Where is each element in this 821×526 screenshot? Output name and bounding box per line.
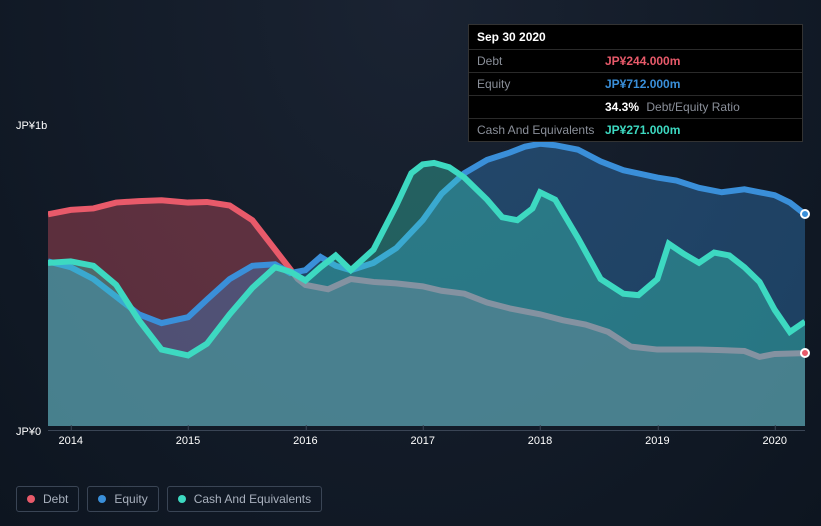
chart-tooltip: Sep 30 2020 DebtJP¥244.000mEquityJP¥712.… (468, 24, 803, 142)
x-tick: 2017 (410, 431, 434, 447)
x-tick: 2019 (645, 431, 669, 447)
tooltip-row-value: JP¥712.000m (605, 77, 680, 91)
plot-region[interactable] (48, 132, 805, 426)
tooltip-row-value: JP¥244.000m (605, 54, 680, 68)
chart-area: JP¥1b JP¥0 2014 2015 2016 2017 2018 2019 2020 (16, 120, 805, 476)
x-tick: 2015 (176, 431, 200, 447)
tooltip-row-label: Cash And Equivalents (477, 123, 605, 137)
legend-label: Debt (43, 492, 68, 506)
x-tick: 2014 (58, 431, 82, 447)
tooltip-row-extra: Debt/Equity Ratio (643, 100, 740, 114)
legend-item-cash-and-equivalents[interactable]: Cash And Equivalents (167, 486, 322, 512)
tooltip-row-label: Debt (477, 54, 605, 68)
end-marker-equity (800, 209, 810, 219)
y-axis-bottom-label: JP¥0 (16, 426, 41, 438)
y-axis-top-label: JP¥1b (16, 120, 47, 132)
legend-label: Cash And Equivalents (194, 492, 311, 506)
x-tick: 2020 (762, 431, 786, 447)
tooltip-row: EquityJP¥712.000m (469, 73, 802, 96)
tooltip-row: DebtJP¥244.000m (469, 50, 802, 73)
tooltip-date: Sep 30 2020 (469, 25, 802, 50)
legend-item-debt[interactable]: Debt (16, 486, 79, 512)
x-axis: 2014 2015 2016 2017 2018 2019 2020 (48, 430, 805, 450)
legend-item-equity[interactable]: Equity (87, 486, 158, 512)
tooltip-row-label: Equity (477, 77, 605, 91)
tooltip-row: Cash And EquivalentsJP¥271.000m (469, 119, 802, 141)
legend: Debt Equity Cash And Equivalents (16, 486, 322, 512)
x-tick: 2016 (293, 431, 317, 447)
tooltip-row-label (477, 100, 605, 114)
legend-dot-icon (27, 495, 35, 503)
tooltip-row: 34.3% Debt/Equity Ratio (469, 96, 802, 119)
tooltip-row-value: JP¥271.000m (605, 123, 680, 137)
legend-dot-icon (98, 495, 106, 503)
tooltip-row-value: 34.3% Debt/Equity Ratio (605, 100, 740, 114)
x-tick: 2018 (528, 431, 552, 447)
legend-dot-icon (178, 495, 186, 503)
legend-label: Equity (114, 492, 147, 506)
end-marker-debt (800, 348, 810, 358)
